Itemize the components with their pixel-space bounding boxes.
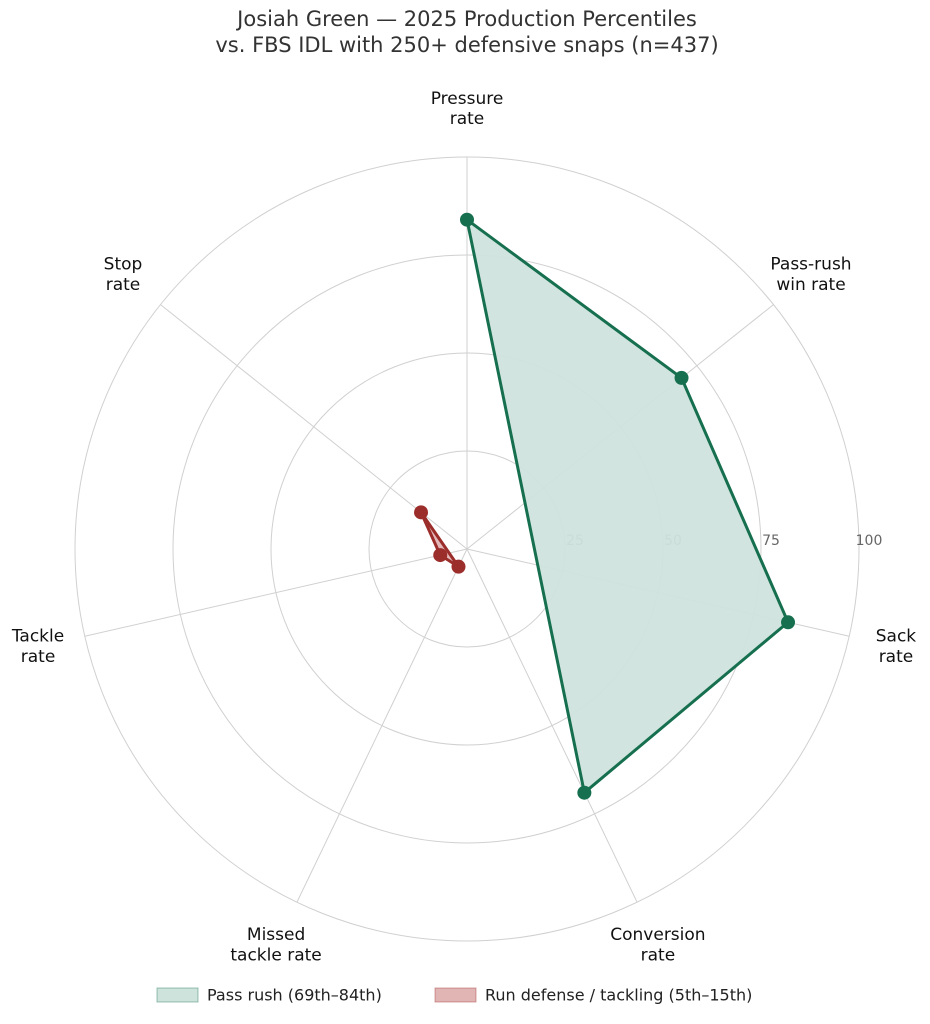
r-tick-label: 100 bbox=[856, 533, 883, 549]
axis-label: Sack rate bbox=[876, 627, 917, 667]
series-area bbox=[419, 510, 460, 569]
axis-label: Pass-rush win rate bbox=[770, 254, 851, 294]
axis-label: Conversion rate bbox=[610, 925, 705, 965]
legend-swatch bbox=[156, 987, 199, 1003]
axis-label: Stop rate bbox=[104, 254, 143, 294]
axis-spoke bbox=[466, 548, 638, 903]
axis-spoke bbox=[84, 548, 468, 637]
series-point bbox=[451, 559, 466, 574]
r-tick-label: 75 bbox=[762, 533, 780, 549]
chart-title: Josiah Green — 2025 Production Percentil… bbox=[235, 7, 697, 31]
axis-label: Pressure rate bbox=[431, 89, 504, 129]
chart-subtitle: vs. FBS IDL with 250+ defensive snaps (n… bbox=[215, 33, 718, 57]
series-point bbox=[414, 505, 429, 520]
legend-swatch bbox=[434, 987, 477, 1003]
series-area bbox=[465, 218, 790, 795]
series-point bbox=[781, 615, 796, 630]
series-point bbox=[433, 548, 448, 563]
legend-label: Pass rush (69th–84th) bbox=[207, 986, 382, 1005]
axis-label: Tackle rate bbox=[11, 627, 64, 667]
series-point bbox=[460, 212, 474, 227]
series-point bbox=[674, 370, 689, 385]
axis-label: Missed tackle rate bbox=[230, 925, 321, 965]
series-point bbox=[577, 785, 592, 800]
legend-label: Run defense / tackling (5th–15th) bbox=[485, 986, 752, 1005]
axis-spoke bbox=[296, 548, 468, 903]
